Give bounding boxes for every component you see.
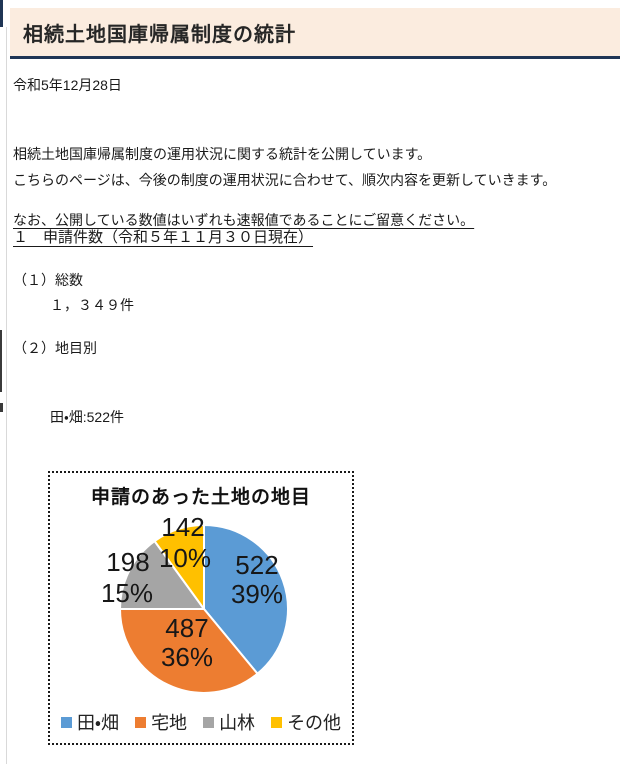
publish-date: 令和5年12月28日 [13,77,122,93]
pie-label-value-sanrin: 198 [106,547,150,577]
legend-item-tahata: 田・畑 [60,709,120,735]
pie-slice-sanrin [119,540,205,610]
pie-label-pct-sanrin: 15% [100,578,154,608]
window-border-fragment-top [0,0,3,27]
pie-label-value-takuchi: 487 [165,613,209,643]
legend-item-sonota: その他 [271,709,341,735]
pie-slice-tahata [203,524,289,675]
pie-slice-takuchi [119,608,259,694]
provisional-note: なお、公開している数値はいずれも速報値であることにご留意ください。 [13,212,475,228]
update-note: こちらのページは、今後の制度の運用状況に合わせて、順次内容を更新していきます。 [13,172,557,188]
page-header: 相続土地国庫帰属制度の統計 [10,8,620,56]
pie-slice-sonota [153,524,205,610]
pie-label-pct-takuchi: 36% [160,642,214,672]
legend-label: 宅地 [151,713,188,733]
window-border-fragment-low [0,403,3,412]
chart-panel: 申請のあった土地の地目 522 39% 487 36% 198 15% 142 … [48,471,354,745]
pie-chart [119,524,289,694]
window-border-fragment-mid [0,330,2,392]
pie-label-value-sonota: 142 [161,512,205,542]
chart-title: 申請のあった土地の地目 [90,487,311,508]
pie-label-pct-sonota: 10% [158,543,212,573]
total-count-value: １，３４９件 [50,297,134,313]
legend-label: 山林 [219,713,256,733]
intro-line-1: 相続土地国庫帰属制度の運用状況に関する統計を公開しています。 [13,146,432,162]
section-heading-applications: １ 申請件数（令和５年１１月３０日現在） [13,229,314,246]
legend-item-takuchi: 宅地 [135,709,187,735]
legend-swatch-tahata [60,716,72,728]
legend-label: その他 [287,713,342,733]
land-category-label: （２）地目別 [13,340,97,356]
chart-legend: 田・畑 宅地 山林 その他 [50,709,352,735]
legend-swatch-sonota [271,716,283,728]
legend-swatch-takuchi [135,716,147,728]
intro-paragraph: 相続土地国庫帰属制度の運用状況に関する統計を公開しています。 なお、公開している… [13,99,474,253]
legend-label: 田・畑 [76,713,120,733]
list-item: 田・畑:522件 [50,409,125,425]
header-rule [10,56,620,59]
window-border-hairline [6,27,7,764]
page-title: 相続土地国庫帰属制度の統計 [23,23,296,46]
pie-label-value-tahata: 522 [235,550,279,580]
total-count-label: （１）総数 [13,272,83,288]
legend-item-sanrin: 山林 [203,709,255,735]
legend-swatch-sanrin [203,716,215,728]
pie-label-pct-tahata: 39% [230,579,284,609]
